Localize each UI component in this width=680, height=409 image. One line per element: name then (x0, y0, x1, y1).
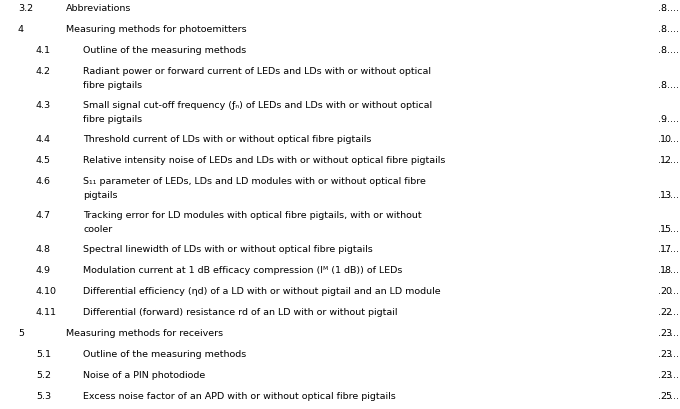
Text: 23: 23 (660, 349, 672, 358)
Text: 5.1: 5.1 (36, 349, 51, 358)
Text: 4.1: 4.1 (36, 46, 51, 55)
Text: 4.6: 4.6 (36, 177, 51, 186)
Text: fibre pigtails: fibre pigtails (83, 115, 142, 124)
Text: 4.3: 4.3 (36, 101, 51, 110)
Text: Small signal cut-off frequency (ƒₙ) of LEDs and LDs with or without optical: Small signal cut-off frequency (ƒₙ) of L… (83, 101, 432, 110)
Text: 4: 4 (18, 25, 24, 34)
Text: Outline of the measuring methods: Outline of the measuring methods (83, 349, 246, 358)
Text: Threshold current of LDs with or without optical fibre pigtails: Threshold current of LDs with or without… (83, 135, 371, 144)
Text: Modulation current at 1 dB efficacy compression (Iᴹ (1 dB)) of LEDs: Modulation current at 1 dB efficacy comp… (83, 265, 403, 274)
Text: ................................................................................: ........................................… (658, 349, 680, 358)
Text: 3.2: 3.2 (18, 4, 33, 13)
Text: ................................................................................: ........................................… (658, 265, 680, 274)
Text: 22: 22 (660, 307, 672, 316)
Text: Differential (forward) resistance rd of an LD with or without pigtail: Differential (forward) resistance rd of … (83, 307, 398, 316)
Text: 10: 10 (660, 135, 672, 144)
Text: S₁₁ parameter of LEDs, LDs and LD modules with or without optical fibre: S₁₁ parameter of LEDs, LDs and LD module… (83, 177, 426, 186)
Text: Outline of the measuring methods: Outline of the measuring methods (83, 46, 246, 55)
Text: ................................................................................: ........................................… (658, 370, 680, 379)
Text: 8: 8 (660, 46, 666, 55)
Text: ................................................................................: ........................................… (658, 115, 680, 124)
Text: Differential efficiency (ηd) of a LD with or without pigtail and an LD module: Differential efficiency (ηd) of a LD wit… (83, 286, 441, 295)
Text: 4.11: 4.11 (36, 307, 57, 316)
Text: ................................................................................: ........................................… (658, 135, 680, 144)
Text: ................................................................................: ........................................… (658, 391, 680, 400)
Text: 5.3: 5.3 (36, 391, 51, 400)
Text: 23: 23 (660, 370, 672, 379)
Text: ................................................................................: ........................................… (658, 245, 680, 254)
Text: 15: 15 (660, 225, 672, 234)
Text: ................................................................................: ........................................… (658, 25, 680, 34)
Text: 8: 8 (660, 81, 666, 90)
Text: Measuring methods for photoemitters: Measuring methods for photoemitters (66, 25, 247, 34)
Text: ................................................................................: ........................................… (658, 286, 680, 295)
Text: ................................................................................: ........................................… (658, 4, 680, 13)
Text: Tracking error for LD modules with optical fibre pigtails, with or without: Tracking error for LD modules with optic… (83, 211, 422, 220)
Text: Relative intensity noise of LEDs and LDs with or without optical fibre pigtails: Relative intensity noise of LEDs and LDs… (83, 155, 445, 164)
Text: fibre pigtails: fibre pigtails (83, 81, 142, 90)
Text: 23: 23 (660, 328, 672, 337)
Text: 5.2: 5.2 (36, 370, 51, 379)
Text: 4.10: 4.10 (36, 286, 57, 295)
Text: 4.4: 4.4 (36, 135, 51, 144)
Text: 4.8: 4.8 (36, 245, 51, 254)
Text: Radiant power or forward current of LEDs and LDs with or without optical: Radiant power or forward current of LEDs… (83, 67, 431, 76)
Text: pigtails: pigtails (83, 191, 118, 200)
Text: Noise of a PIN photodiode: Noise of a PIN photodiode (83, 370, 205, 379)
Text: ................................................................................: ........................................… (658, 225, 680, 234)
Text: 25: 25 (660, 391, 672, 400)
Text: 17: 17 (660, 245, 672, 254)
Text: 8: 8 (660, 25, 666, 34)
Text: Measuring methods for receivers: Measuring methods for receivers (66, 328, 223, 337)
Text: 4.7: 4.7 (36, 211, 51, 220)
Text: 20: 20 (660, 286, 672, 295)
Text: 4.5: 4.5 (36, 155, 51, 164)
Text: 4.9: 4.9 (36, 265, 51, 274)
Text: ................................................................................: ........................................… (658, 46, 680, 55)
Text: 9: 9 (660, 115, 666, 124)
Text: ................................................................................: ........................................… (658, 307, 680, 316)
Text: 13: 13 (660, 191, 672, 200)
Text: ................................................................................: ........................................… (658, 191, 680, 200)
Text: 18: 18 (660, 265, 672, 274)
Text: ................................................................................: ........................................… (658, 328, 680, 337)
Text: Spectral linewidth of LDs with or without optical fibre pigtails: Spectral linewidth of LDs with or withou… (83, 245, 373, 254)
Text: ................................................................................: ........................................… (658, 155, 680, 164)
Text: 12: 12 (660, 155, 672, 164)
Text: 4.2: 4.2 (36, 67, 51, 76)
Text: 8: 8 (660, 4, 666, 13)
Text: ................................................................................: ........................................… (658, 81, 680, 90)
Text: 5: 5 (18, 328, 24, 337)
Text: Excess noise factor of an APD with or without optical fibre pigtails: Excess noise factor of an APD with or wi… (83, 391, 396, 400)
Text: Abbreviations: Abbreviations (66, 4, 131, 13)
Text: cooler: cooler (83, 225, 112, 234)
